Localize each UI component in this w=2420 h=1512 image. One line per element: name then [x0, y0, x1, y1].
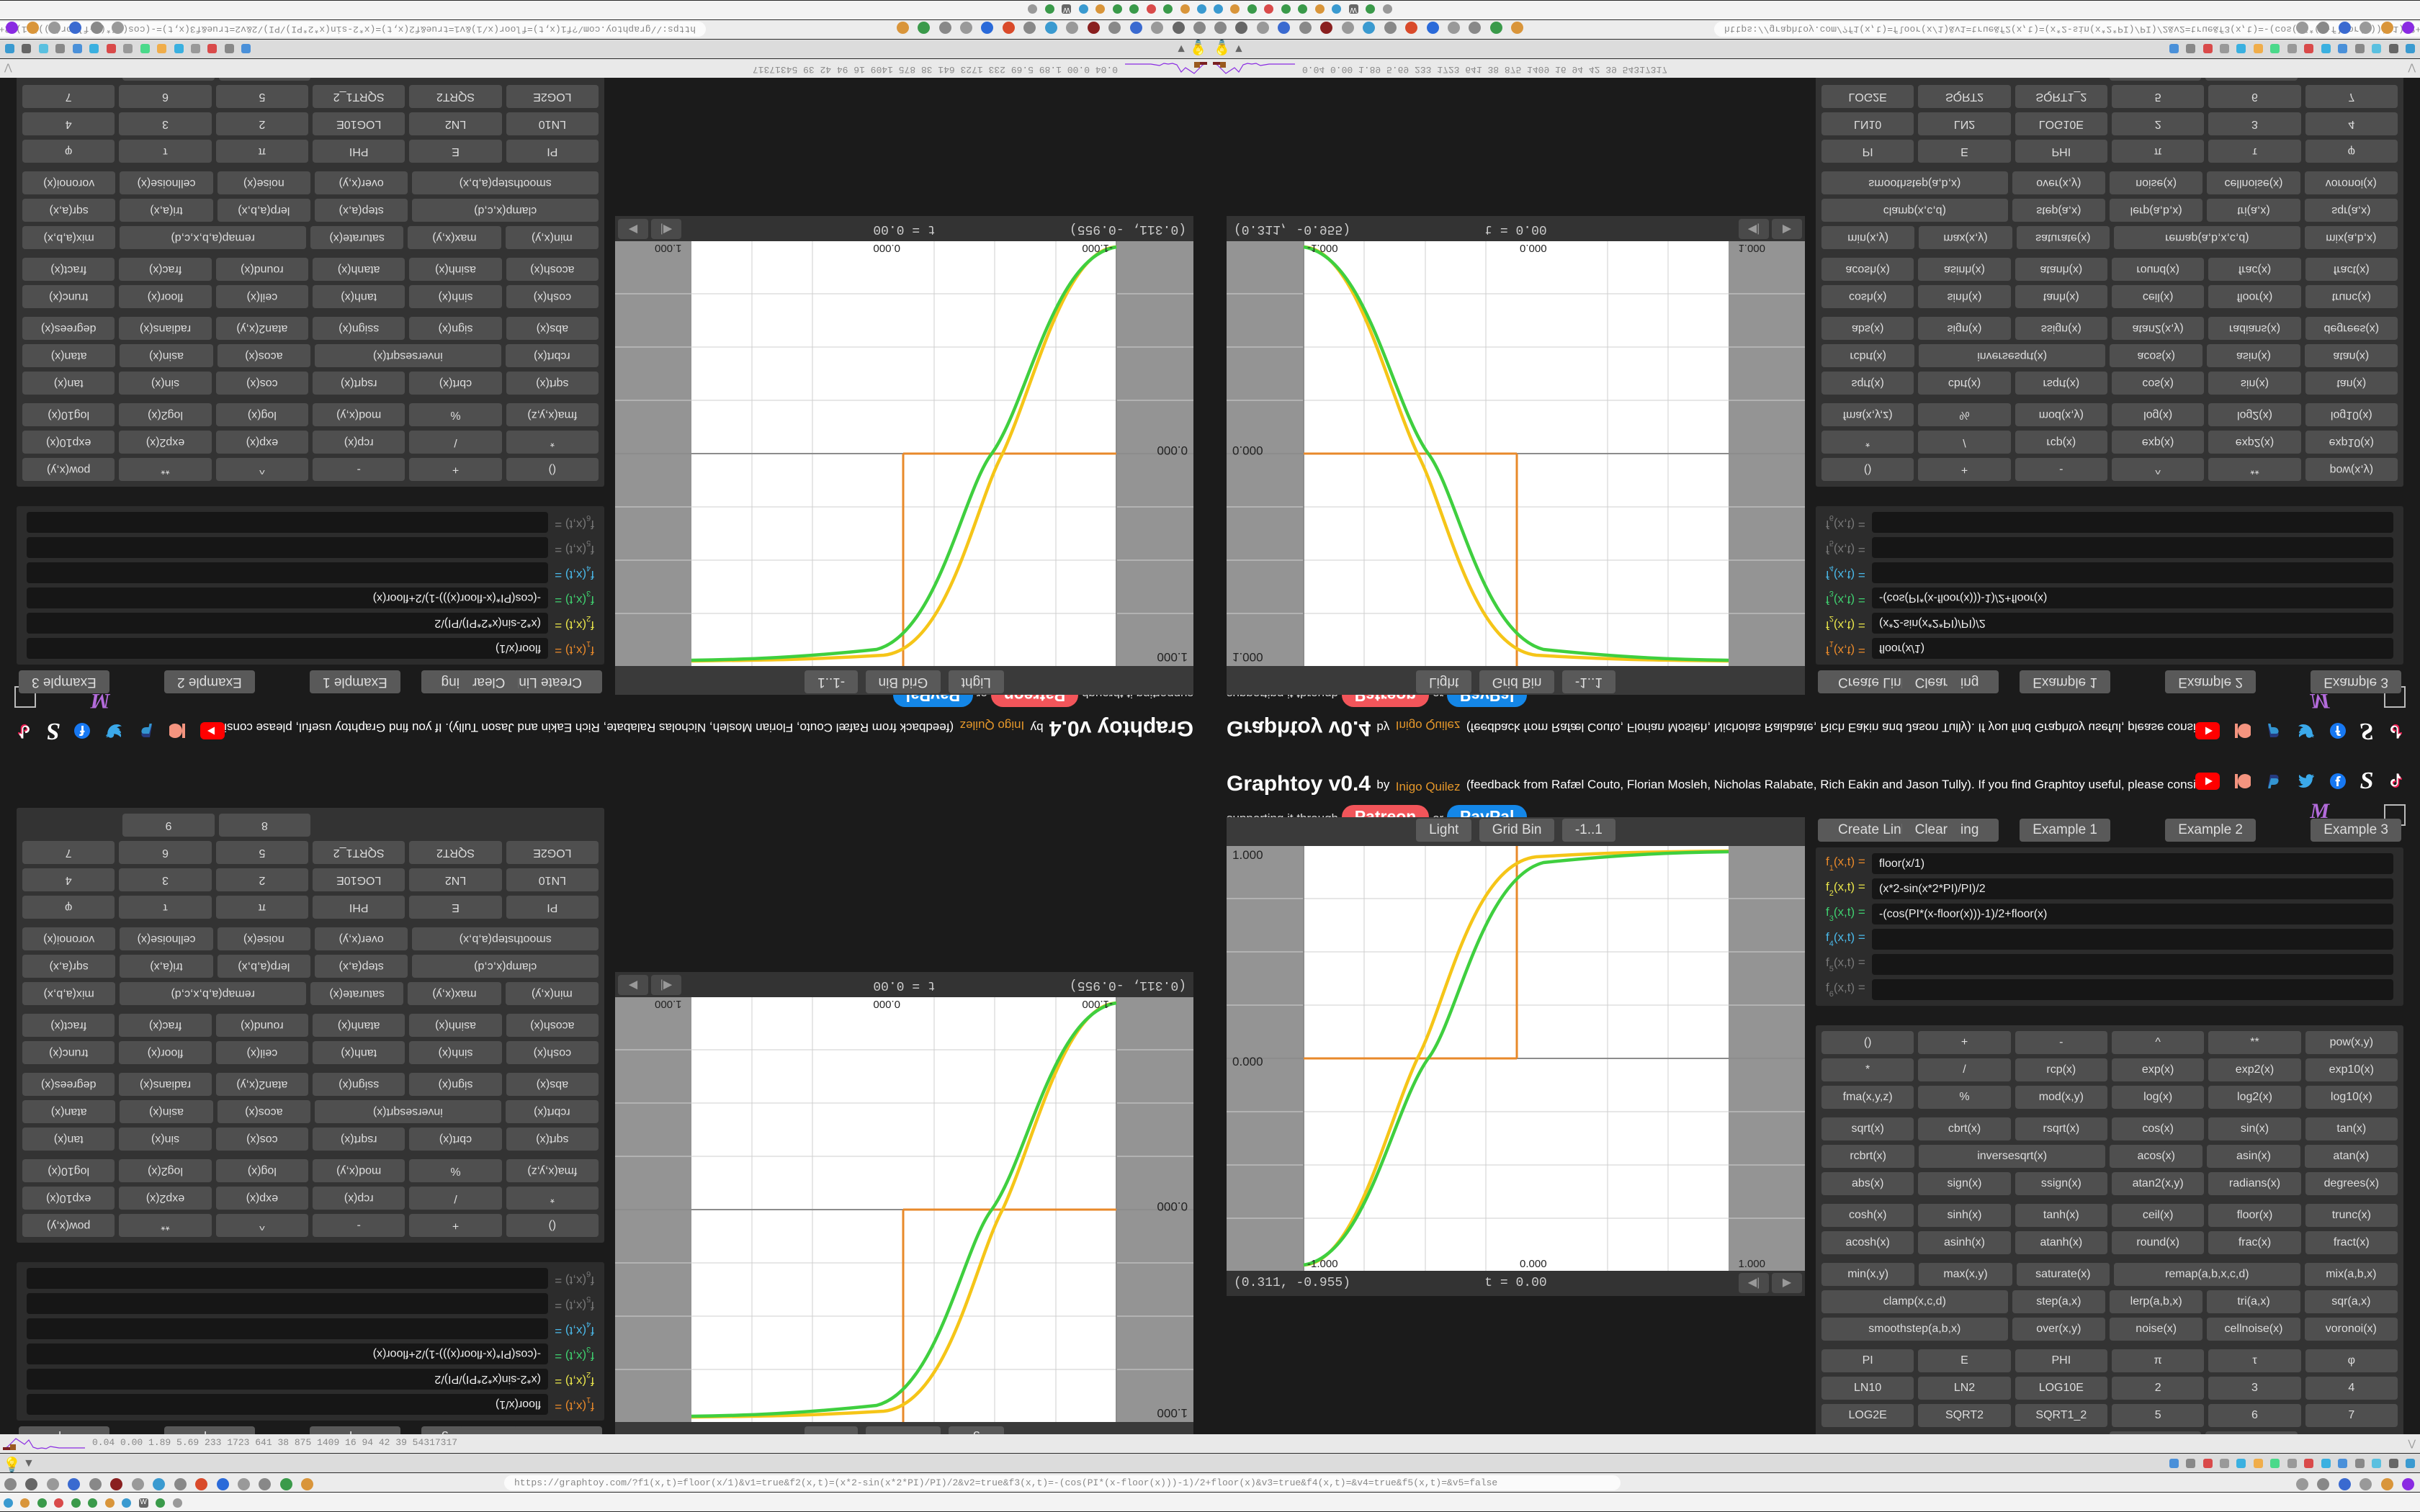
svg-text:0.000: 0.000 — [873, 998, 900, 1010]
svg-text:0.000: 0.000 — [1520, 1258, 1547, 1270]
svg-text:-1.000: -1.000 — [1082, 242, 1113, 254]
svg-text:-1.000: -1.000 — [1082, 998, 1113, 1010]
svg-text:1.000: 1.000 — [655, 242, 682, 254]
svg-text:1.000: 1.000 — [1738, 242, 1765, 254]
svg-text:0.000: 0.000 — [1232, 1055, 1263, 1068]
svg-text:1.000: 1.000 — [1157, 650, 1188, 664]
svg-text:0.000: 0.000 — [1157, 1200, 1188, 1213]
svg-text:0.000: 0.000 — [1520, 242, 1547, 254]
svg-text:1.000: 1.000 — [655, 998, 682, 1010]
svg-text:1.000: 1.000 — [1232, 650, 1263, 664]
svg-text:0.000: 0.000 — [873, 242, 900, 254]
svg-text:-1.000: -1.000 — [1307, 242, 1338, 254]
svg-text:1.000: 1.000 — [1738, 1258, 1765, 1270]
svg-text:0.000: 0.000 — [1157, 444, 1188, 457]
svg-text:0.000: 0.000 — [1232, 444, 1263, 457]
svg-text:-1.000: -1.000 — [1307, 1258, 1338, 1270]
svg-text:1.000: 1.000 — [1157, 1406, 1188, 1420]
svg-text:1.000: 1.000 — [1232, 848, 1263, 862]
